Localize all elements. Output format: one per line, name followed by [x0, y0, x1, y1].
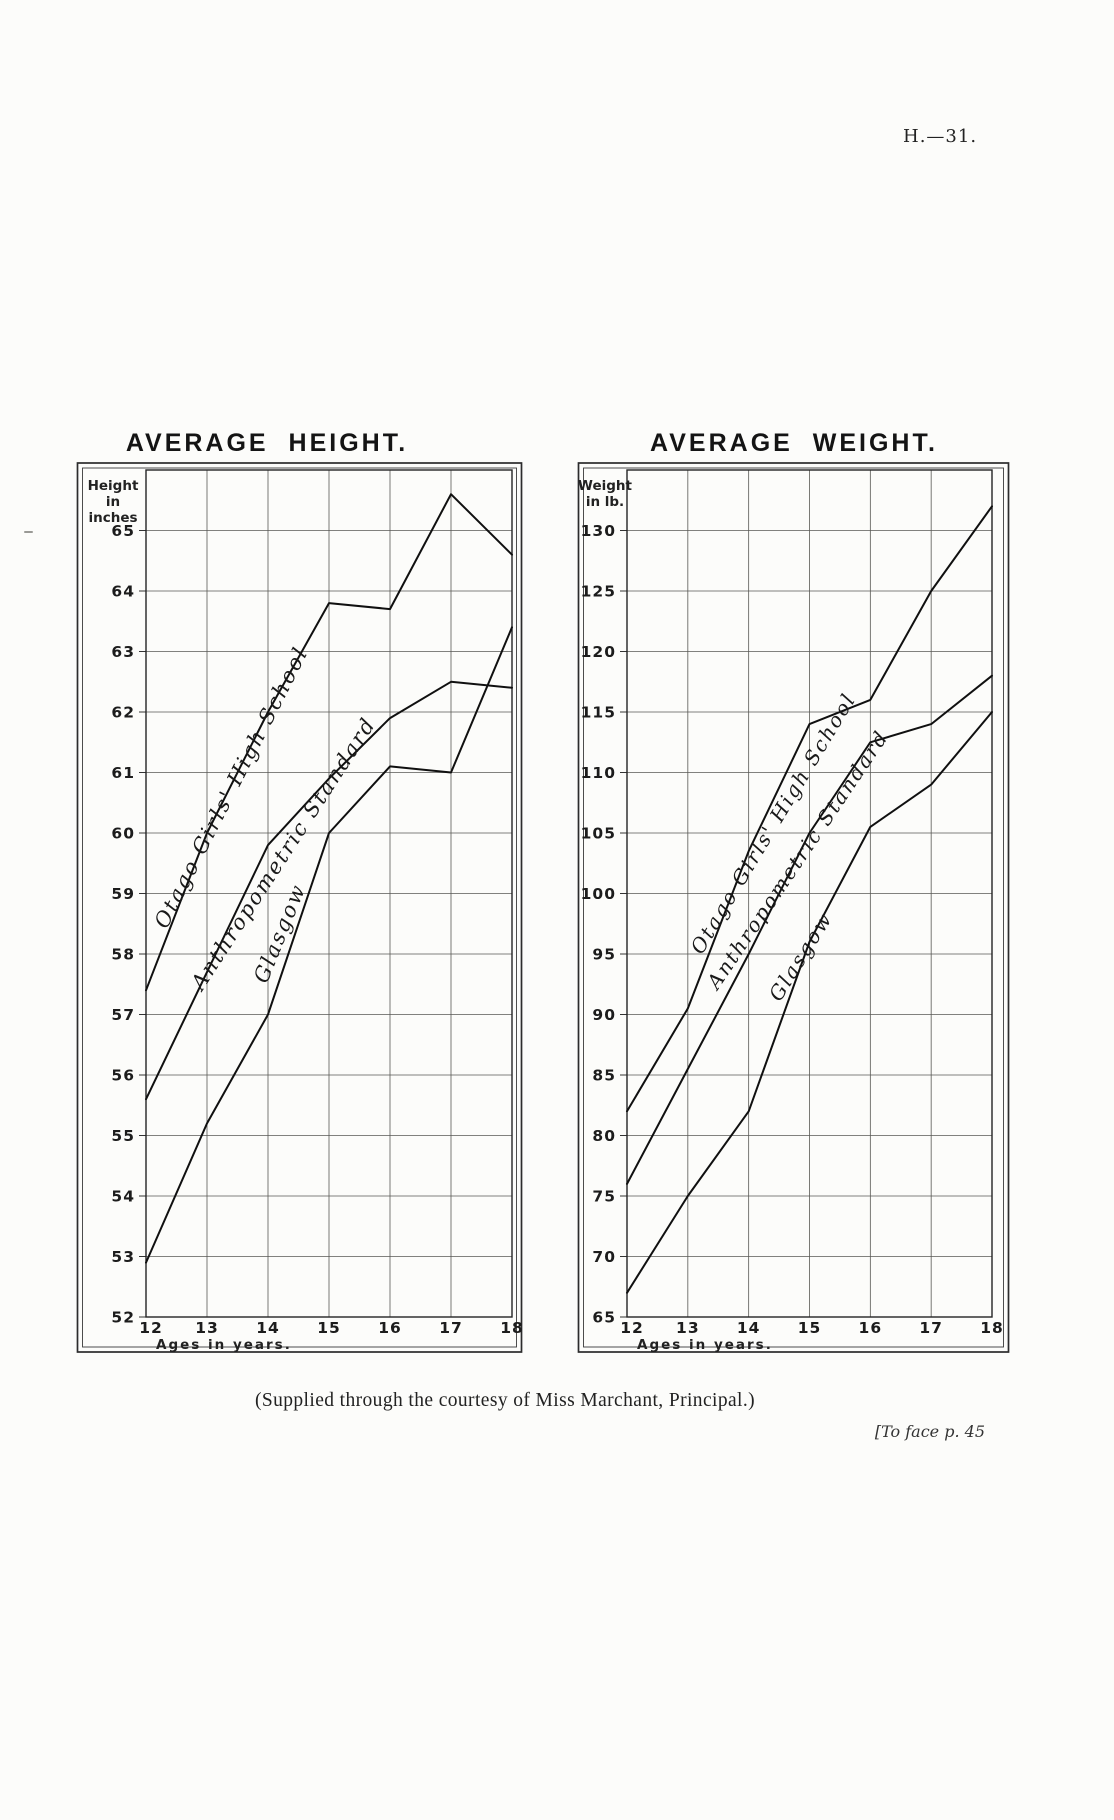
- y-tick-label: 70: [592, 1248, 616, 1266]
- series-line-otago-girls-high-school: [626, 505, 993, 1113]
- x-tick-label: 13: [195, 1319, 219, 1337]
- y-axis-unit-label: in lb.: [586, 494, 624, 510]
- series-line-glasgow: [145, 626, 513, 1264]
- y-tick-label: 57: [111, 1006, 135, 1024]
- y-tick-label: 64: [111, 583, 135, 601]
- y-tick-label: 62: [111, 704, 135, 722]
- x-tick-label: 14: [737, 1319, 761, 1337]
- y-tick-label: 85: [592, 1067, 616, 1085]
- page-reference-number: H.—31.: [903, 126, 978, 147]
- y-tick-label: 54: [111, 1188, 135, 1206]
- y-tick-label: 95: [592, 946, 616, 964]
- y-tick-label: 56: [111, 1067, 135, 1085]
- source-caption: (Supplied through the courtesy of Miss M…: [254, 1390, 756, 1411]
- series-label-glasgow: Glasgow: [764, 907, 838, 1005]
- chart-inner-border: [583, 467, 1004, 1348]
- x-tick-label: 12: [139, 1319, 163, 1337]
- axis-frame: [145, 469, 513, 1318]
- y-tick-label: 63: [111, 643, 135, 661]
- series-line-glasgow: [626, 711, 993, 1294]
- y-tick-label: 58: [111, 946, 135, 964]
- y-axis-unit-label: in: [106, 494, 120, 510]
- y-tick-label: 55: [111, 1127, 135, 1145]
- y-tick-label: 65: [111, 522, 135, 540]
- y-tick-label: 120: [581, 643, 616, 661]
- y-tick-label: 100: [581, 885, 616, 903]
- x-tick-label: 17: [919, 1319, 943, 1337]
- y-tick-label: 125: [581, 583, 616, 601]
- x-tick-label: 18: [500, 1319, 524, 1337]
- chart-title: AVERAGE HEIGHT.: [126, 429, 408, 457]
- axis-frame: [626, 469, 993, 1318]
- x-tick-label: 18: [980, 1319, 1004, 1337]
- x-tick-label: 15: [317, 1319, 341, 1337]
- y-tick-label: 60: [111, 825, 135, 843]
- y-axis-unit-label: Height: [88, 478, 139, 494]
- y-axis-unit-label: Weight: [578, 478, 632, 494]
- plate-facing-note: [To face p. 45: [874, 1422, 985, 1441]
- charts-area: AVERAGE HEIGHT. 65 64 63 62 61 60 59 58 57 56 55 54 5…: [76, 429, 1010, 1353]
- x-tick-label: 16: [378, 1319, 402, 1337]
- y-tick-label: 110: [581, 764, 616, 782]
- chart-outer-border: [577, 462, 1010, 1353]
- chart-title: AVERAGE WEIGHT.: [650, 429, 938, 457]
- y-tick-label: 61: [111, 764, 135, 782]
- x-tick-label: 13: [676, 1319, 700, 1337]
- x-tick-label: 12: [620, 1319, 644, 1337]
- chart-outer-border: [76, 462, 523, 1353]
- series-line-otago-girls-high-school: [145, 493, 513, 992]
- y-tick-label: 75: [592, 1188, 616, 1206]
- x-tick-label: 15: [798, 1319, 822, 1337]
- x-axis-label: Ages in years.: [156, 1337, 292, 1353]
- average-weight-chart: AVERAGE WEIGHT. 130 125 120 115 110 105 100 95 90…: [577, 429, 1010, 1353]
- average-height-chart: AVERAGE HEIGHT. 65 64 63 62 61 60 59 58 57 56 55 54 5…: [76, 429, 524, 1353]
- y-tick-label: 80: [592, 1127, 616, 1145]
- chart-inner-border: [82, 467, 517, 1348]
- y-tick-label: 53: [111, 1248, 135, 1266]
- scan-artifact-dash: [24, 531, 33, 533]
- x-tick-label: 14: [256, 1319, 280, 1337]
- series-line-anthropometric-standard: [626, 674, 993, 1185]
- x-axis-label: Ages in years.: [637, 1337, 773, 1353]
- x-tick-label: 16: [859, 1319, 883, 1337]
- y-tick-label: 130: [581, 522, 616, 540]
- y-tick-label: 115: [581, 704, 616, 722]
- y-axis-unit-label: inches: [88, 510, 137, 526]
- y-tick-label: 52: [111, 1309, 135, 1327]
- y-tick-label: 105: [581, 825, 616, 843]
- y-tick-label: 59: [111, 885, 135, 903]
- series-line-anthropometric-standard: [145, 680, 513, 1101]
- y-tick-label: 90: [592, 1006, 616, 1024]
- y-tick-label: 65: [592, 1309, 616, 1327]
- x-tick-label: 17: [439, 1319, 463, 1337]
